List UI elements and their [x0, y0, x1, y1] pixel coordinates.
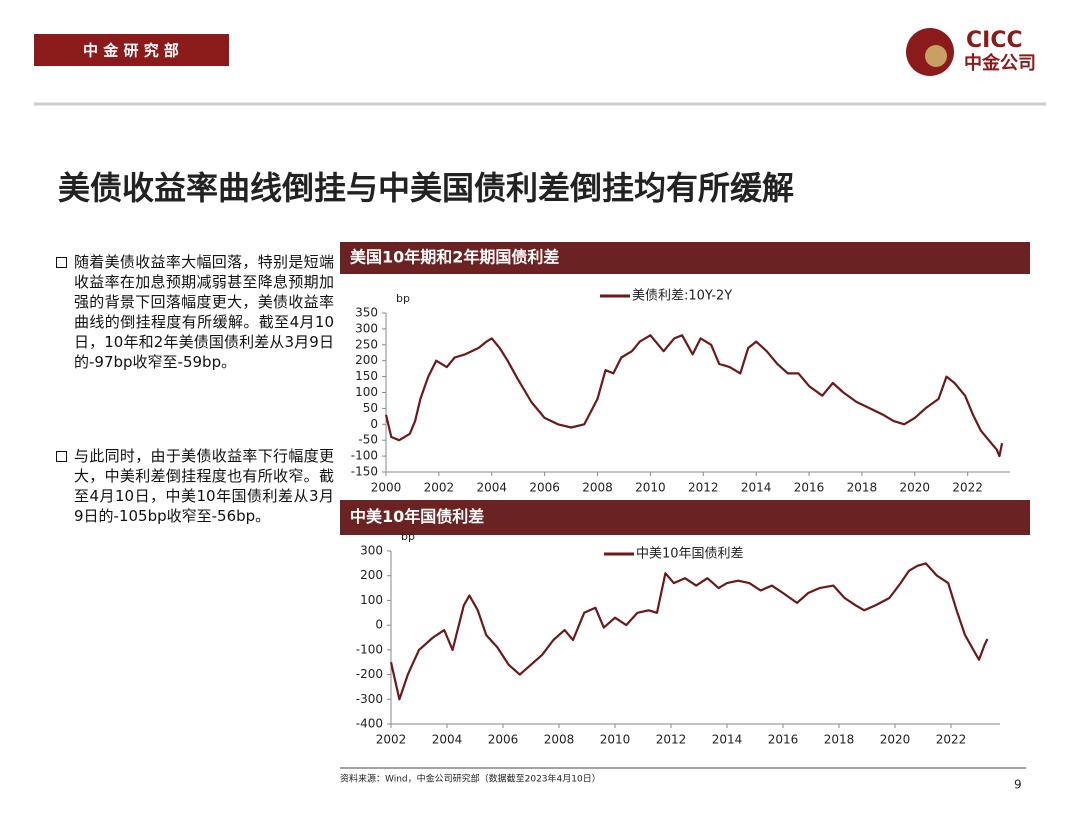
- x-tick-label: 2012: [688, 481, 719, 495]
- y-axis-label: bp: [396, 292, 410, 305]
- chart-title: 美国10年期和2年期国债利差: [350, 248, 559, 267]
- chart-title: 中美10年国债利差: [350, 507, 484, 526]
- y-axis-label: bp: [401, 530, 415, 543]
- logo-mark-inner: [925, 45, 947, 67]
- y-tick-label: 150: [355, 369, 378, 383]
- x-tick-label: 2002: [424, 481, 455, 495]
- x-tick-label: 2010: [600, 733, 631, 747]
- y-tick-label: 200: [360, 568, 383, 582]
- y-tick-label: -100: [356, 642, 383, 656]
- y-tick-label: 200: [355, 353, 378, 367]
- y-tick-label: 300: [355, 321, 378, 335]
- x-tick-label: 2020: [900, 481, 931, 495]
- x-tick-label: 2004: [432, 733, 463, 747]
- page-number: 9: [1014, 778, 1022, 792]
- x-tick-label: 2020: [880, 733, 911, 747]
- y-tick-label: -200: [356, 667, 383, 681]
- chart-header: [340, 500, 1030, 535]
- y-tick-label: 100: [355, 385, 378, 399]
- y-tick-label: -150: [351, 465, 378, 479]
- logo-en: CICC: [966, 28, 1023, 53]
- x-tick-label: 2008: [544, 733, 575, 747]
- x-tick-label: 2014: [712, 733, 743, 747]
- x-tick-label: 2022: [952, 481, 983, 495]
- x-tick-label: 2008: [582, 481, 613, 495]
- x-tick-label: 2006: [529, 481, 560, 495]
- x-tick-label: 2010: [635, 481, 666, 495]
- y-tick-label: 0: [370, 417, 378, 431]
- y-tick-label: 350: [355, 306, 378, 320]
- legend-label: 中美10年国债利差: [636, 547, 744, 562]
- y-tick-label: -300: [356, 692, 383, 706]
- slide-title: 美债收益率曲线倒挂与中美国债利差倒挂均有所缓解: [58, 169, 794, 207]
- bullet: 随着美债收益率大幅回落，特别是短端收益率在加息预期减弱甚至降息预期加强的背景下回…: [56, 252, 334, 372]
- y-tick-label: 100: [360, 593, 383, 607]
- x-tick-label: 2016: [768, 733, 799, 747]
- x-tick-label: 2012: [656, 733, 687, 747]
- chart-header: [340, 242, 1030, 274]
- department: 中 金 研 究 部: [83, 42, 179, 60]
- x-tick-label: 2018: [847, 481, 878, 495]
- x-tick-label: 2014: [741, 481, 772, 495]
- x-tick-label: 2002: [376, 733, 407, 747]
- x-tick-label: 2018: [824, 733, 855, 747]
- y-tick-label: 0: [375, 618, 383, 632]
- y-tick-label: 300: [360, 544, 383, 558]
- x-tick-label: 2000: [371, 481, 402, 495]
- series-line: [389, 562, 989, 701]
- x-tick-label: 2004: [476, 481, 507, 495]
- x-tick-label: 2022: [936, 733, 967, 747]
- x-tick-label: 2016: [794, 481, 825, 495]
- legend-label: 美债利差:10Y-2Y: [632, 289, 732, 304]
- x-tick-label: 2006: [488, 733, 519, 747]
- header-box: [34, 34, 229, 66]
- bullet: 与此同时，由于美债收益率下行幅度更大，中美利差倒挂程度也有所收窄。截至4月10日…: [56, 446, 334, 526]
- y-tick-label: -100: [351, 449, 378, 463]
- y-tick-label: -50: [358, 433, 378, 447]
- logo-cn: 中金公司: [964, 52, 1036, 74]
- series-line: [384, 334, 1004, 458]
- y-tick-label: 250: [355, 337, 378, 351]
- source: 资料来源：Wind，中金公司研究部（数据截至2023年4月10日）: [340, 773, 601, 785]
- y-tick-label: -400: [356, 717, 383, 731]
- y-tick-label: 50: [363, 401, 378, 415]
